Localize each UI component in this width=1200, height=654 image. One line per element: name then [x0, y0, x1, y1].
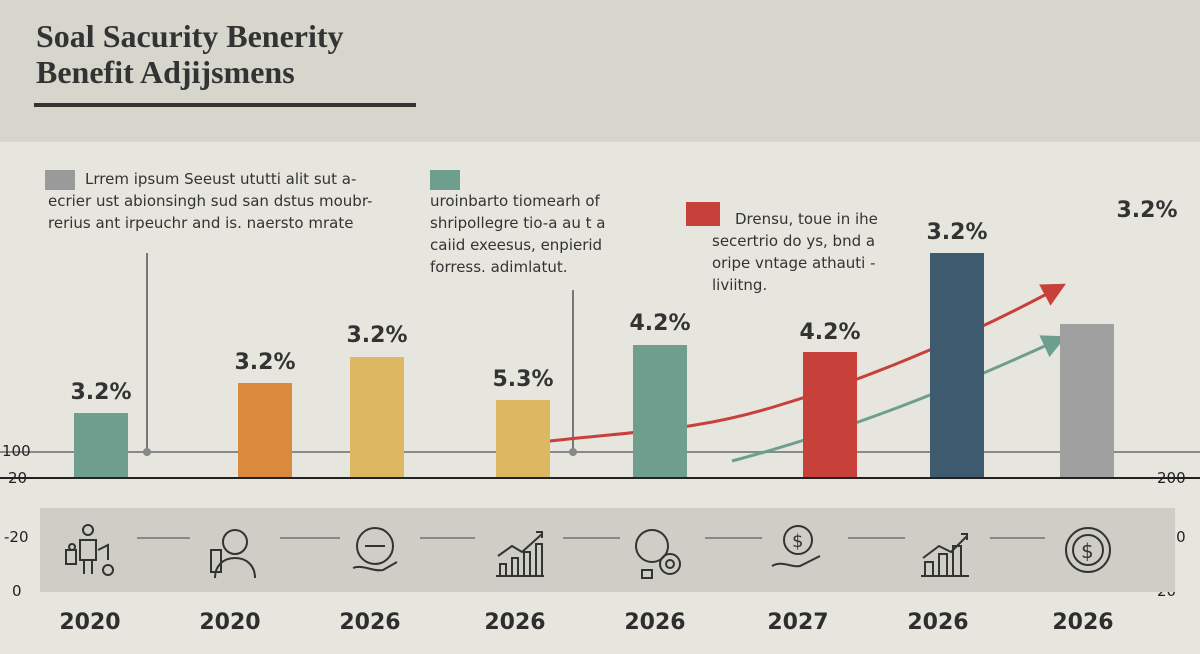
- svg-text:$: $: [1081, 539, 1094, 563]
- note-line: liviitng.: [712, 276, 768, 294]
- page-title: Soal Sacurity Benerity Benefit Adjijsmen…: [36, 18, 344, 90]
- note-line: Drensu, toue in ihe: [735, 210, 878, 228]
- note-line: oripe vntage athauti -: [712, 254, 876, 272]
- x-tick-label: 2026: [1052, 610, 1114, 635]
- note-2: uroinbarto tiomearh of shripollegre tio-…: [430, 190, 605, 278]
- bar-data-label: 3.2%: [1116, 198, 1178, 223]
- bar: [633, 345, 687, 478]
- dollar-coin-icon: $: [1065, 527, 1111, 573]
- bar: [1060, 324, 1114, 478]
- x-tick-label: 2026: [484, 610, 546, 635]
- callout-dot: [143, 448, 151, 456]
- note-1: Lrrem ipsum Seeust ututti alit sut a-: [85, 168, 356, 190]
- divider-dash: [990, 537, 1045, 539]
- x-tick-label: 2027: [767, 610, 829, 635]
- growth-chart-icon: [496, 531, 544, 577]
- left-tick: 20: [8, 469, 28, 487]
- note-line: uroinbarto tiomearh of: [430, 192, 600, 210]
- family-icon: [65, 524, 114, 576]
- header: Soal Sacurity Benerity Benefit Adjijsmen…: [0, 0, 1200, 142]
- bar: [803, 352, 857, 478]
- left-tick: 0: [12, 582, 22, 600]
- bar: [350, 357, 404, 478]
- svg-text:$: $: [792, 531, 803, 552]
- baseline: [0, 477, 1200, 479]
- bar-data-label: 3.2%: [346, 323, 408, 348]
- note-line: Lrrem ipsum Seeust ututti alit sut a-: [85, 170, 357, 188]
- divider-dash: [848, 537, 905, 539]
- callout-line: [146, 253, 148, 452]
- left-tick: 100: [2, 442, 31, 460]
- x-tick-label: 2026: [339, 610, 401, 635]
- bar: [238, 383, 292, 478]
- right-tick: 200: [1157, 469, 1186, 487]
- elderly-person-icon: [210, 529, 256, 579]
- divider-dash: [420, 537, 475, 539]
- note-line: shripollegre tio-a au t a: [430, 214, 606, 232]
- x-tick-label: 2026: [907, 610, 969, 635]
- x-tick-label: 2020: [59, 610, 121, 635]
- legend-swatch-teal: [430, 170, 460, 190]
- bar-chart-growth-icon: [921, 533, 969, 577]
- hand-dollar-coin-icon: $: [771, 525, 821, 568]
- divider-dash: [137, 537, 190, 539]
- bar-data-label: 4.2%: [629, 311, 691, 336]
- note-3: secertrio do ys, bnd a oripe vntage atha…: [712, 230, 876, 296]
- x-tick-label: 2020: [199, 610, 261, 635]
- hand-money-icon: [352, 527, 398, 572]
- bar: [930, 253, 984, 478]
- bar-data-label: 3.2%: [70, 380, 132, 405]
- icon-band: [40, 508, 1175, 592]
- gears-money-icon: [635, 529, 681, 579]
- title-line-2: Benefit Adjijsmens: [36, 54, 295, 90]
- trend-line-teal: [731, 335, 1067, 463]
- bar-data-label: 3.2%: [926, 220, 988, 245]
- note-line: secertrio do ys, bnd a: [712, 232, 876, 250]
- note-line: rerius ant irpeuchr and is. naersto mrat…: [48, 214, 354, 232]
- bar-data-label: 5.3%: [492, 367, 554, 392]
- note-1-body: ecrier ust abionsingh sud san dstus moub…: [48, 190, 372, 234]
- legend-swatch-red: [686, 202, 720, 226]
- bar: [74, 413, 128, 478]
- divider-dash: [280, 537, 340, 539]
- note-line: caiid exeesus, enpierid: [430, 236, 603, 254]
- note-line: forress. adimlatut.: [430, 258, 568, 276]
- title-underline: [34, 103, 416, 107]
- legend-swatch-gray: [45, 170, 75, 190]
- x-tick-label: 2026: [624, 610, 686, 635]
- bar-data-label: 4.2%: [799, 320, 861, 345]
- reference-line: [0, 451, 1200, 453]
- bar: [496, 400, 550, 478]
- divider-dash: [563, 537, 620, 539]
- title-line-1: Soal Sacurity Benerity: [36, 18, 344, 54]
- left-tick: -20: [4, 528, 29, 546]
- callout-line: [572, 290, 574, 452]
- note-line: ecrier ust abionsingh sud san dstus moub…: [48, 192, 373, 210]
- divider-dash: [705, 537, 762, 539]
- note-3-first: Drensu, toue in ihe: [735, 208, 878, 230]
- bar-data-label: 3.2%: [234, 350, 296, 375]
- callout-dot: [569, 448, 577, 456]
